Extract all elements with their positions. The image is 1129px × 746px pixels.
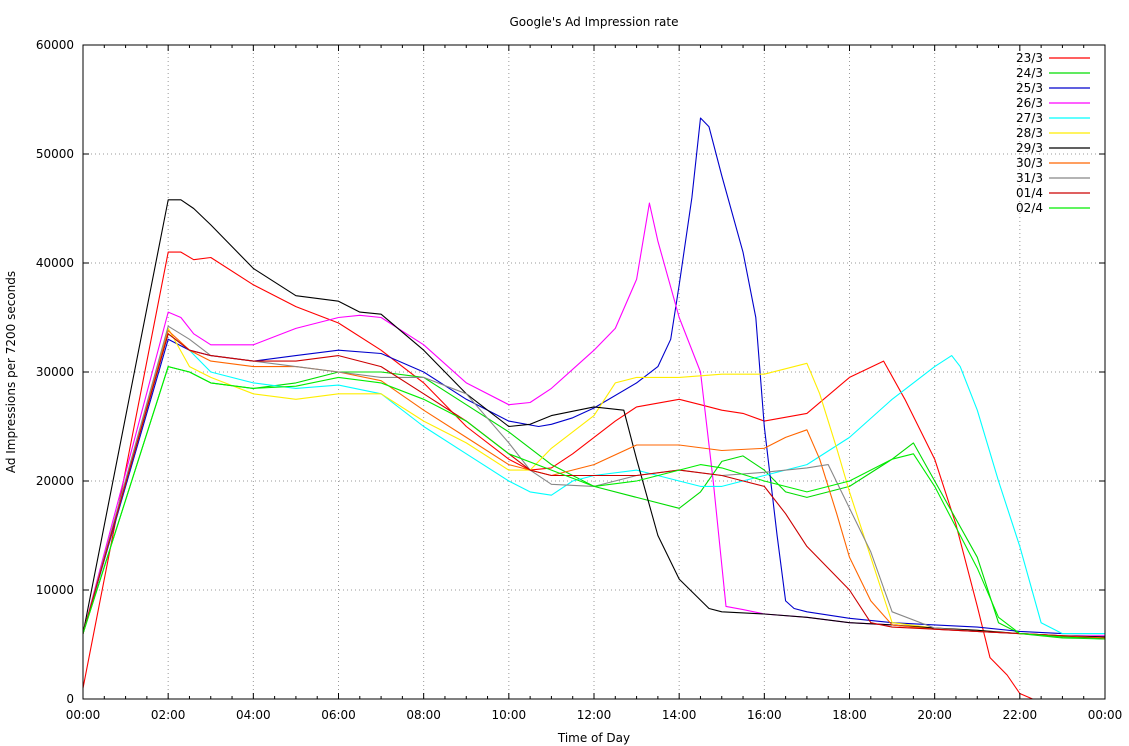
legend-label: 01/4 xyxy=(1016,186,1043,200)
y-tick-label: 60000 xyxy=(36,38,74,52)
x-tick-label: 12:00 xyxy=(577,708,612,722)
series-line-30-3 xyxy=(82,330,1106,639)
legend-label: 29/3 xyxy=(1016,141,1043,155)
x-tick-label: 14:00 xyxy=(662,708,697,722)
y-tick-label: 20000 xyxy=(36,474,74,488)
legend-label: 30/3 xyxy=(1016,156,1043,170)
series-line-31-3 xyxy=(82,325,1106,640)
x-tick-label: 10:00 xyxy=(492,708,527,722)
legend-label: 23/3 xyxy=(1016,51,1043,65)
y-axis-label: Ad Impressions per 7200 seconds xyxy=(4,271,18,473)
x-tick-label: 06:00 xyxy=(321,708,356,722)
series-line-26-3 xyxy=(82,202,1105,637)
x-tick-label: 02:00 xyxy=(151,708,186,722)
x-axis-label: Time of Day xyxy=(557,731,630,745)
x-tick-label: 22:00 xyxy=(1003,708,1038,722)
x-tick-label: 18:00 xyxy=(832,708,867,722)
y-tick-label: 30000 xyxy=(36,365,74,379)
x-tick-label: 00:00 xyxy=(66,708,101,722)
series-line-02-4 xyxy=(82,366,1106,640)
y-tick-label: 0 xyxy=(66,692,74,706)
chart-title: Google's Ad Impression rate xyxy=(510,15,679,29)
x-tick-label: 04:00 xyxy=(236,708,271,722)
series-line-27-3 xyxy=(82,333,1105,635)
legend-label: 25/3 xyxy=(1016,81,1043,95)
legend-label: 27/3 xyxy=(1016,111,1043,125)
x-tick-label: 00:00 xyxy=(1088,708,1123,722)
series-line-23-3 xyxy=(82,251,1105,700)
y-tick-label: 50000 xyxy=(36,147,74,161)
legend-label: 24/3 xyxy=(1016,66,1043,80)
legend-label: 31/3 xyxy=(1016,171,1043,185)
y-tick-label: 40000 xyxy=(36,256,74,270)
grid xyxy=(83,45,1105,699)
series-lines xyxy=(82,117,1106,700)
legend: 23/324/325/326/327/328/329/330/331/301/4… xyxy=(1016,51,1090,215)
series-line-28-3 xyxy=(82,327,1106,639)
x-tick-label: 16:00 xyxy=(747,708,782,722)
series-line-25-3 xyxy=(82,117,1105,635)
series-line-24-3 xyxy=(82,366,1106,640)
legend-label: 28/3 xyxy=(1016,126,1043,140)
legend-label: 02/4 xyxy=(1016,201,1043,215)
y-tick-label: 10000 xyxy=(36,583,74,597)
x-tick-label: 20:00 xyxy=(917,708,952,722)
series-line-01-4 xyxy=(82,333,1106,640)
legend-label: 26/3 xyxy=(1016,96,1043,110)
x-tick-label: 08:00 xyxy=(406,708,441,722)
axis-ticks: 0 10000 20000 30000 40000 50000 60000 00:00 02:0… xyxy=(36,38,1122,722)
